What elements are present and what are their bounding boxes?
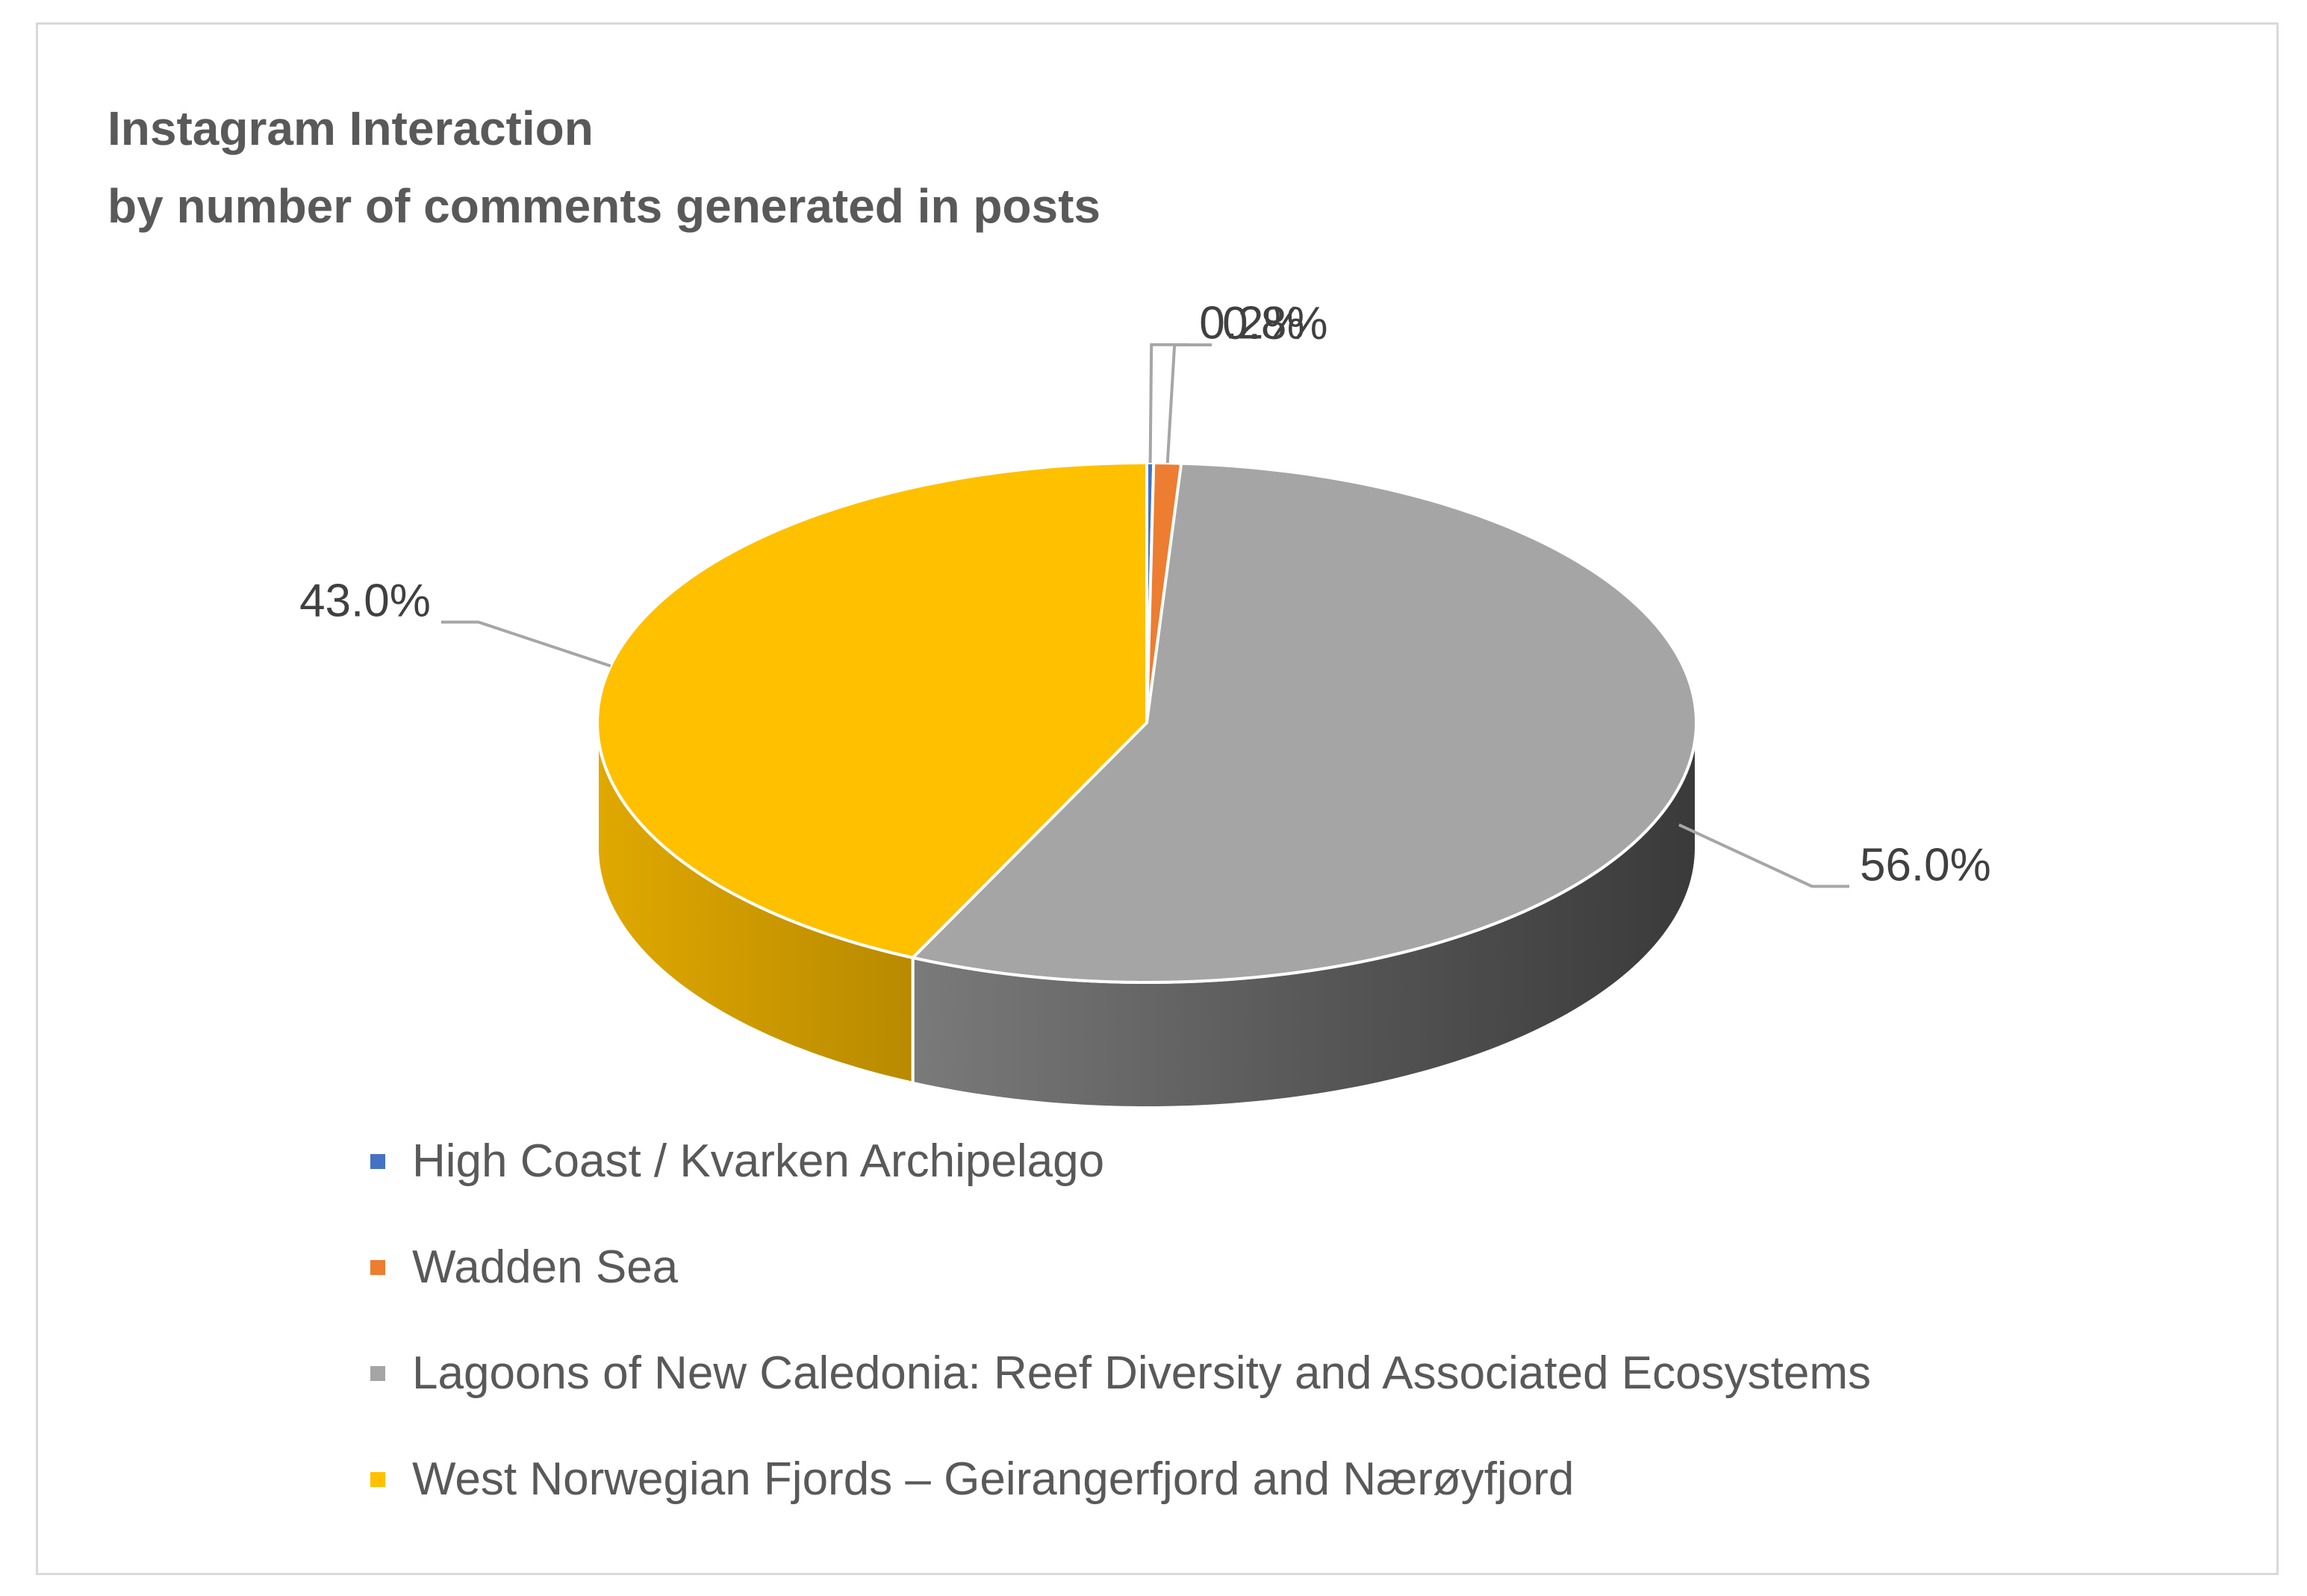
- legend-swatch: [370, 1365, 385, 1381]
- pie-leaders: [440, 343, 1849, 888]
- leader-line-west-norwegian-fjords-geirangerfjord-and-n-r-yfjord: [440, 620, 611, 667]
- pie-labels: 0.2%0.8% 56.0% 43.0%: [299, 298, 1991, 891]
- leader-line-lagoons-of-new-caledonia-reef-diversity-and-associated-ecosystems: [1678, 823, 1849, 888]
- legend-item-wadden-sea: Wadden Sea: [370, 1241, 678, 1294]
- data-label-west-norwegian-fjords-geirangerfjord-and-n-r-yfjord: 43.0%: [299, 575, 431, 626]
- data-label-wadden-sea: 0.8%: [1222, 298, 1327, 349]
- legend-item-lagoons-of-new-caledonia-reef-diversity-and-associated-ecosystems: Lagoons of New Caledonia: Reef Diversity…: [370, 1347, 1871, 1400]
- legend-item-west-norwegian-fjords-geirangerfjord-and-n-r-yfjord: West Norwegian Fjords – Geirangerfjord a…: [370, 1453, 1574, 1506]
- pie-tops: [596, 461, 1698, 984]
- legend-label: High Coast / Kvarken Archipelago: [412, 1135, 1105, 1187]
- legend-swatch: [370, 1153, 385, 1169]
- legend-label: Wadden Sea: [412, 1241, 679, 1293]
- legend-label: West Norwegian Fjords – Geirangerfjord a…: [412, 1453, 1575, 1505]
- data-label-lagoons-of-new-caledonia-reef-diversity-and-associated-ecosystems: 56.0%: [1860, 839, 1991, 891]
- legend-swatch: [370, 1259, 385, 1275]
- chart-subtitle: by number of comments generated in posts: [108, 179, 1100, 233]
- chart-title-line1: Instagram Interaction: [108, 102, 594, 155]
- legend-label: Lagoons of New Caledonia: Reef Diversity…: [412, 1347, 1871, 1399]
- pie-slice-lagoons-of-new-caledonia-reef-diversity-and-associated-ecosystems: [911, 461, 1698, 984]
- leader-line-wadden-sea: [1165, 343, 1212, 464]
- legend-item-high-coast-kvarken-archipelago: High Coast / Kvarken Archipelago: [370, 1135, 1104, 1188]
- data-label-high-coast-kvarken-archipelago: 0.2%: [1199, 298, 1304, 349]
- legend-swatch: [370, 1471, 385, 1487]
- chart-title: Instagram Interaction by number of comme…: [108, 90, 1100, 245]
